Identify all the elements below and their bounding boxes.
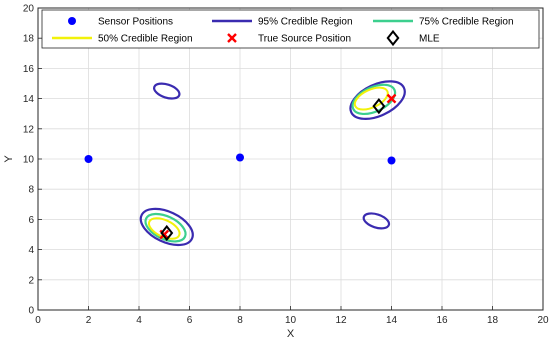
- y-tick-label: 14: [23, 94, 35, 105]
- mle-marker: [372, 98, 386, 115]
- y-tick-label: 4: [28, 245, 34, 256]
- cross-stroke: [386, 93, 397, 104]
- credible-region-50: [147, 217, 181, 240]
- legend-sensor-marker: [68, 17, 76, 25]
- credible-region-95: [153, 82, 181, 100]
- markers: [84, 93, 397, 242]
- tick-labels: 0 2 4 6 8 10 12 14 16 18 20 0 2 4 6 8 10 12 14 16 18 20: [23, 4, 549, 327]
- legend: Sensor Positions 95% Credible Region 75% C…: [41, 9, 540, 49]
- credible-regions: [139, 80, 406, 247]
- legend-label: 95% Credible Region: [258, 17, 353, 28]
- x-tick-label: 10: [285, 315, 297, 326]
- sensor-point: [387, 156, 396, 165]
- x-axis-label: X: [287, 328, 295, 340]
- y-tick-label: 2: [28, 275, 34, 286]
- x-tick-label: 2: [86, 315, 92, 326]
- y-axis-label: Y: [3, 155, 15, 163]
- y-tick-label: 16: [23, 64, 35, 75]
- y-tick-label: 10: [23, 155, 35, 166]
- legend-cross-marker: [227, 33, 237, 43]
- legend-diamond-marker: [386, 29, 400, 47]
- x-tick-label: 12: [335, 315, 347, 326]
- y-tick-label: 6: [28, 215, 34, 226]
- x-tick-label: 6: [187, 315, 193, 326]
- legend-label: Sensor Positions: [98, 17, 173, 28]
- legend-label: 75% Credible Region: [419, 17, 514, 28]
- legend-item-true-source: True Source Position: [227, 33, 351, 45]
- x-tick-label: 18: [487, 315, 499, 326]
- sensor-point: [236, 153, 244, 162]
- y-tick-label: 8: [28, 185, 34, 196]
- credible-region-75: [351, 83, 397, 116]
- x-tick-label: 0: [35, 315, 41, 326]
- true-source-marker: [386, 93, 397, 104]
- y-tick-label: 20: [23, 4, 35, 15]
- legend-item-region75: 75% Credible Region: [373, 17, 514, 28]
- credible-region-95: [362, 212, 391, 230]
- y-tick-label: 18: [23, 34, 35, 45]
- legend-item-region95: 95% Credible Region: [212, 17, 353, 28]
- credible-region-95: [349, 80, 406, 120]
- credible-region-95: [139, 207, 194, 247]
- mle-marker: [160, 224, 174, 242]
- x-tick-label: 8: [237, 315, 243, 326]
- legend-item-region50: 50% Credible Region: [52, 34, 193, 45]
- x-tick-label: 14: [386, 315, 398, 326]
- sensor-point: [84, 155, 93, 163]
- y-tick-label: 0: [28, 306, 34, 317]
- x-tick-label: 4: [136, 315, 142, 326]
- x-tick-label: 20: [537, 315, 549, 326]
- legend-item-sensor: Sensor Positions: [68, 17, 173, 28]
- y-tick-label: 12: [23, 124, 35, 135]
- legend-label: MLE: [419, 34, 440, 45]
- legend-box: [41, 9, 540, 49]
- x-tick-label: 16: [436, 315, 448, 326]
- legend-item-mle: MLE: [386, 29, 440, 47]
- cross-stroke: [159, 229, 170, 240]
- legend-label: 50% Credible Region: [98, 34, 193, 45]
- cross-stroke: [227, 33, 237, 43]
- legend-label: True Source Position: [258, 34, 351, 45]
